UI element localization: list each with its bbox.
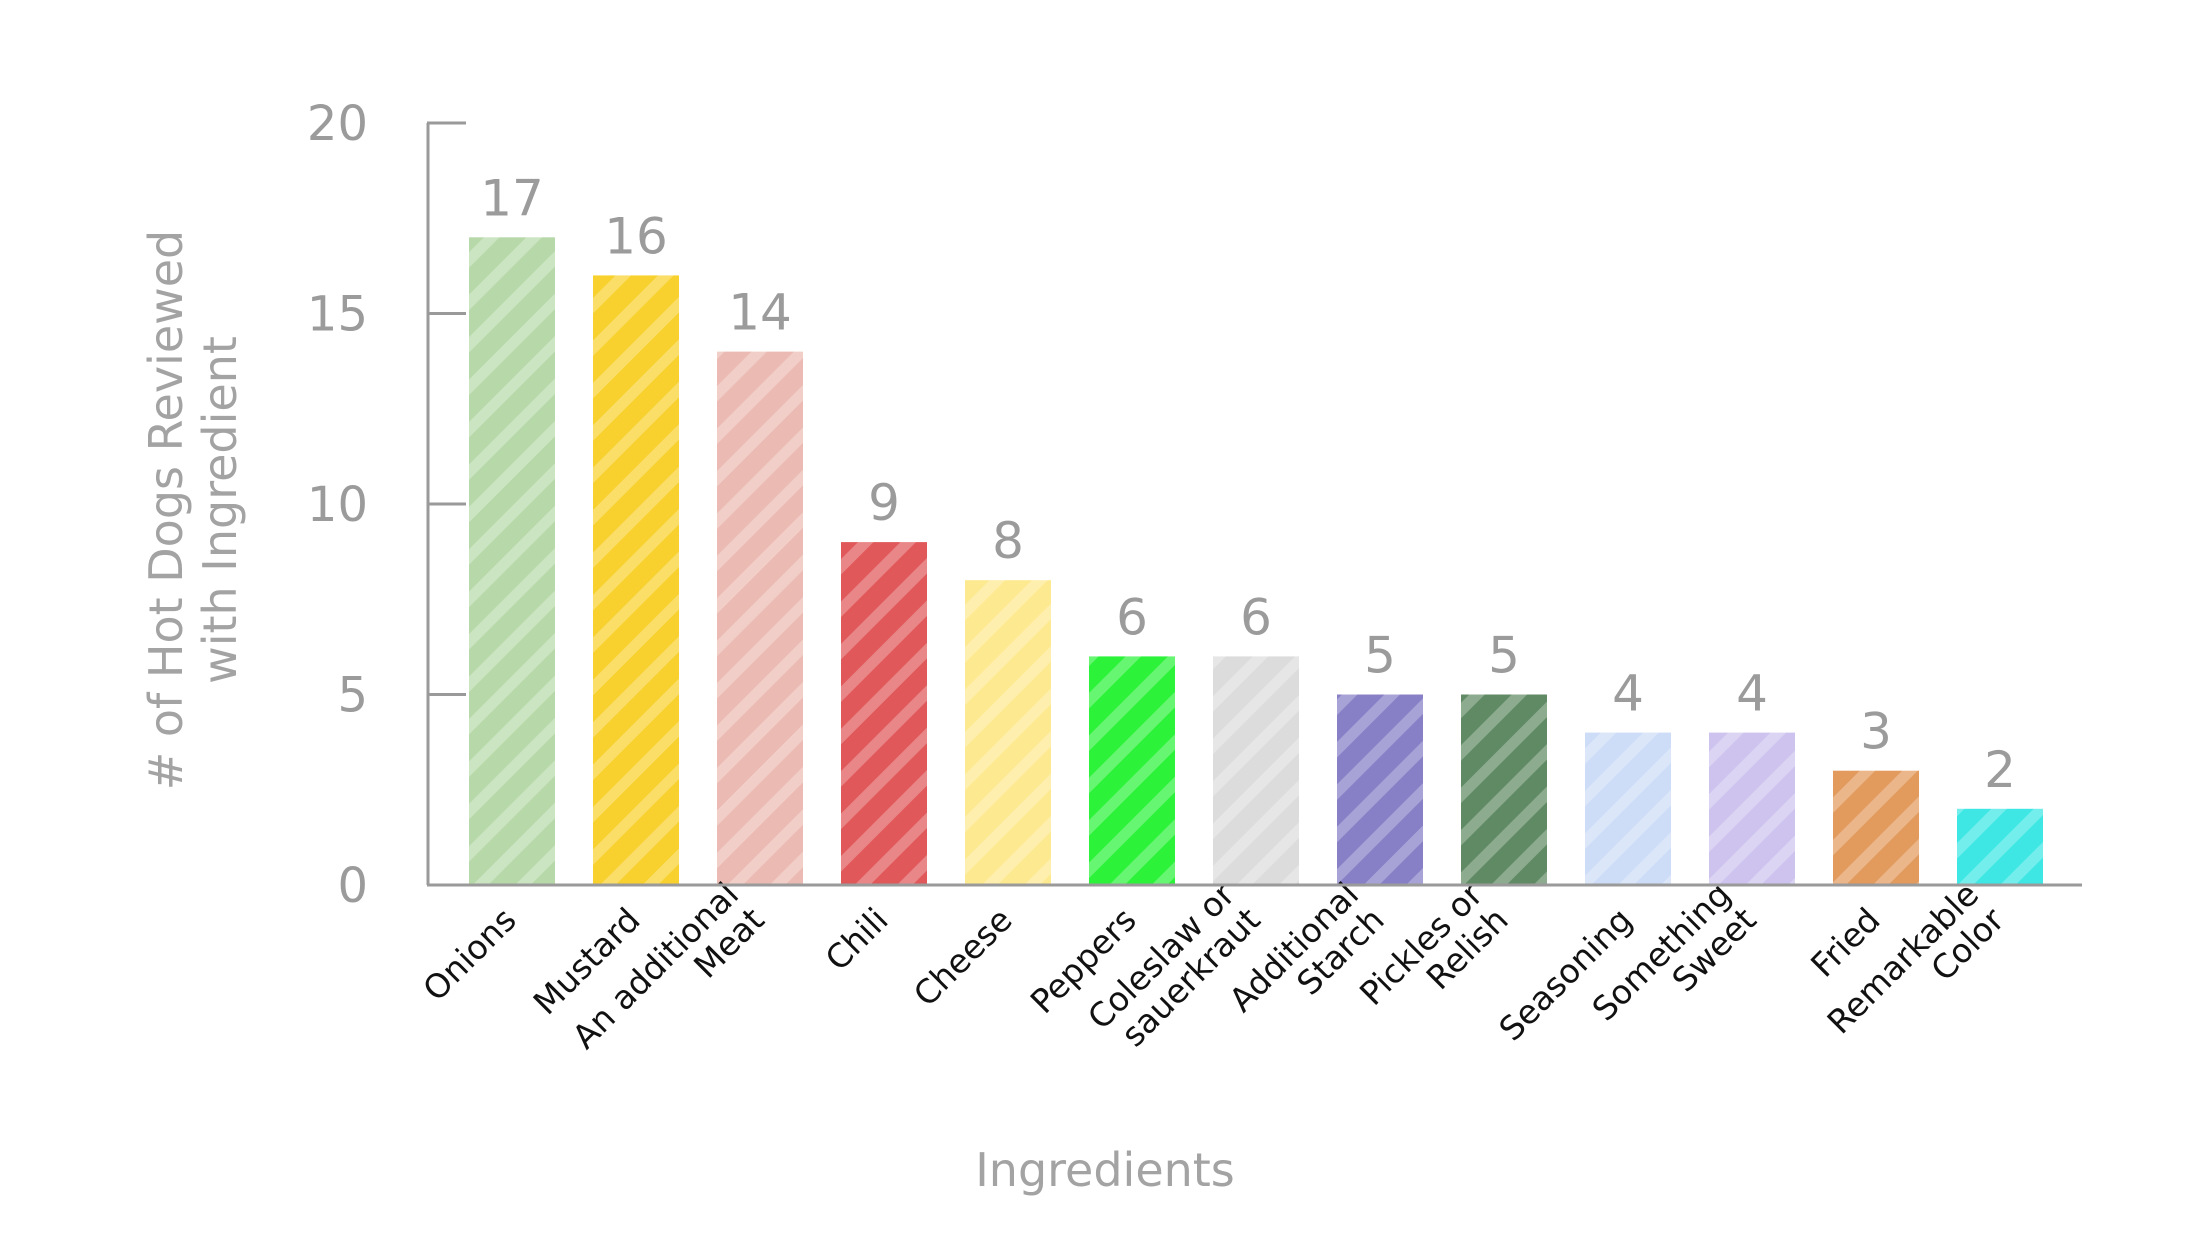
x-tick-label: Cheese [906,900,1020,1014]
bar [469,237,555,886]
bar [1585,732,1671,885]
bar [1833,770,1919,885]
value-label: 8 [992,512,1024,570]
y-axis: 0 5 10 15 20 [307,96,466,914]
value-label: 5 [1364,627,1396,685]
x-tick-label-line: Onions [415,900,523,1008]
x-tick-label-line: Chili [818,900,896,978]
x-tick-label: Chili [818,900,896,978]
bars [469,237,2043,886]
bar [1337,694,1423,885]
value-label: 3 [1860,703,1892,761]
bar [1461,694,1547,885]
y-tick-label: 10 [307,477,368,533]
x-tick-label-line: Cheese [906,900,1020,1014]
value-labels: 17 16 14 9 8 6 6 5 5 4 4 3 2 [480,169,2016,799]
y-tick-label: 15 [307,287,368,343]
bar [841,542,927,885]
value-label: 9 [868,474,900,532]
x-tick-label: Onions [415,900,523,1008]
value-label: 6 [1116,588,1148,646]
y-axis-title-line: # of Hot Dogs Reviewed [139,230,193,791]
y-tick-label: 0 [337,858,368,914]
bar [593,275,679,885]
bar [965,580,1051,885]
value-label: 4 [1612,665,1644,723]
value-label: 4 [1736,665,1768,723]
bar [1213,656,1299,885]
value-label: 17 [480,169,544,227]
y-tick-label: 5 [337,668,368,724]
value-label: 14 [728,284,792,342]
value-label: 16 [604,207,668,265]
x-axis-title: Ingredients [975,1143,1235,1197]
value-label: 6 [1240,588,1272,646]
bar [717,351,803,886]
bar [1957,808,2043,885]
y-tick-label: 20 [307,96,368,152]
bar [1709,732,1795,885]
bar [1089,656,1175,885]
y-axis-title: # of Hot Dogs Reviewed with Ingredient [139,230,247,791]
y-axis-title-line: with Ingredient [193,336,247,684]
value-label: 5 [1488,627,1520,685]
value-label: 2 [1984,741,2016,799]
